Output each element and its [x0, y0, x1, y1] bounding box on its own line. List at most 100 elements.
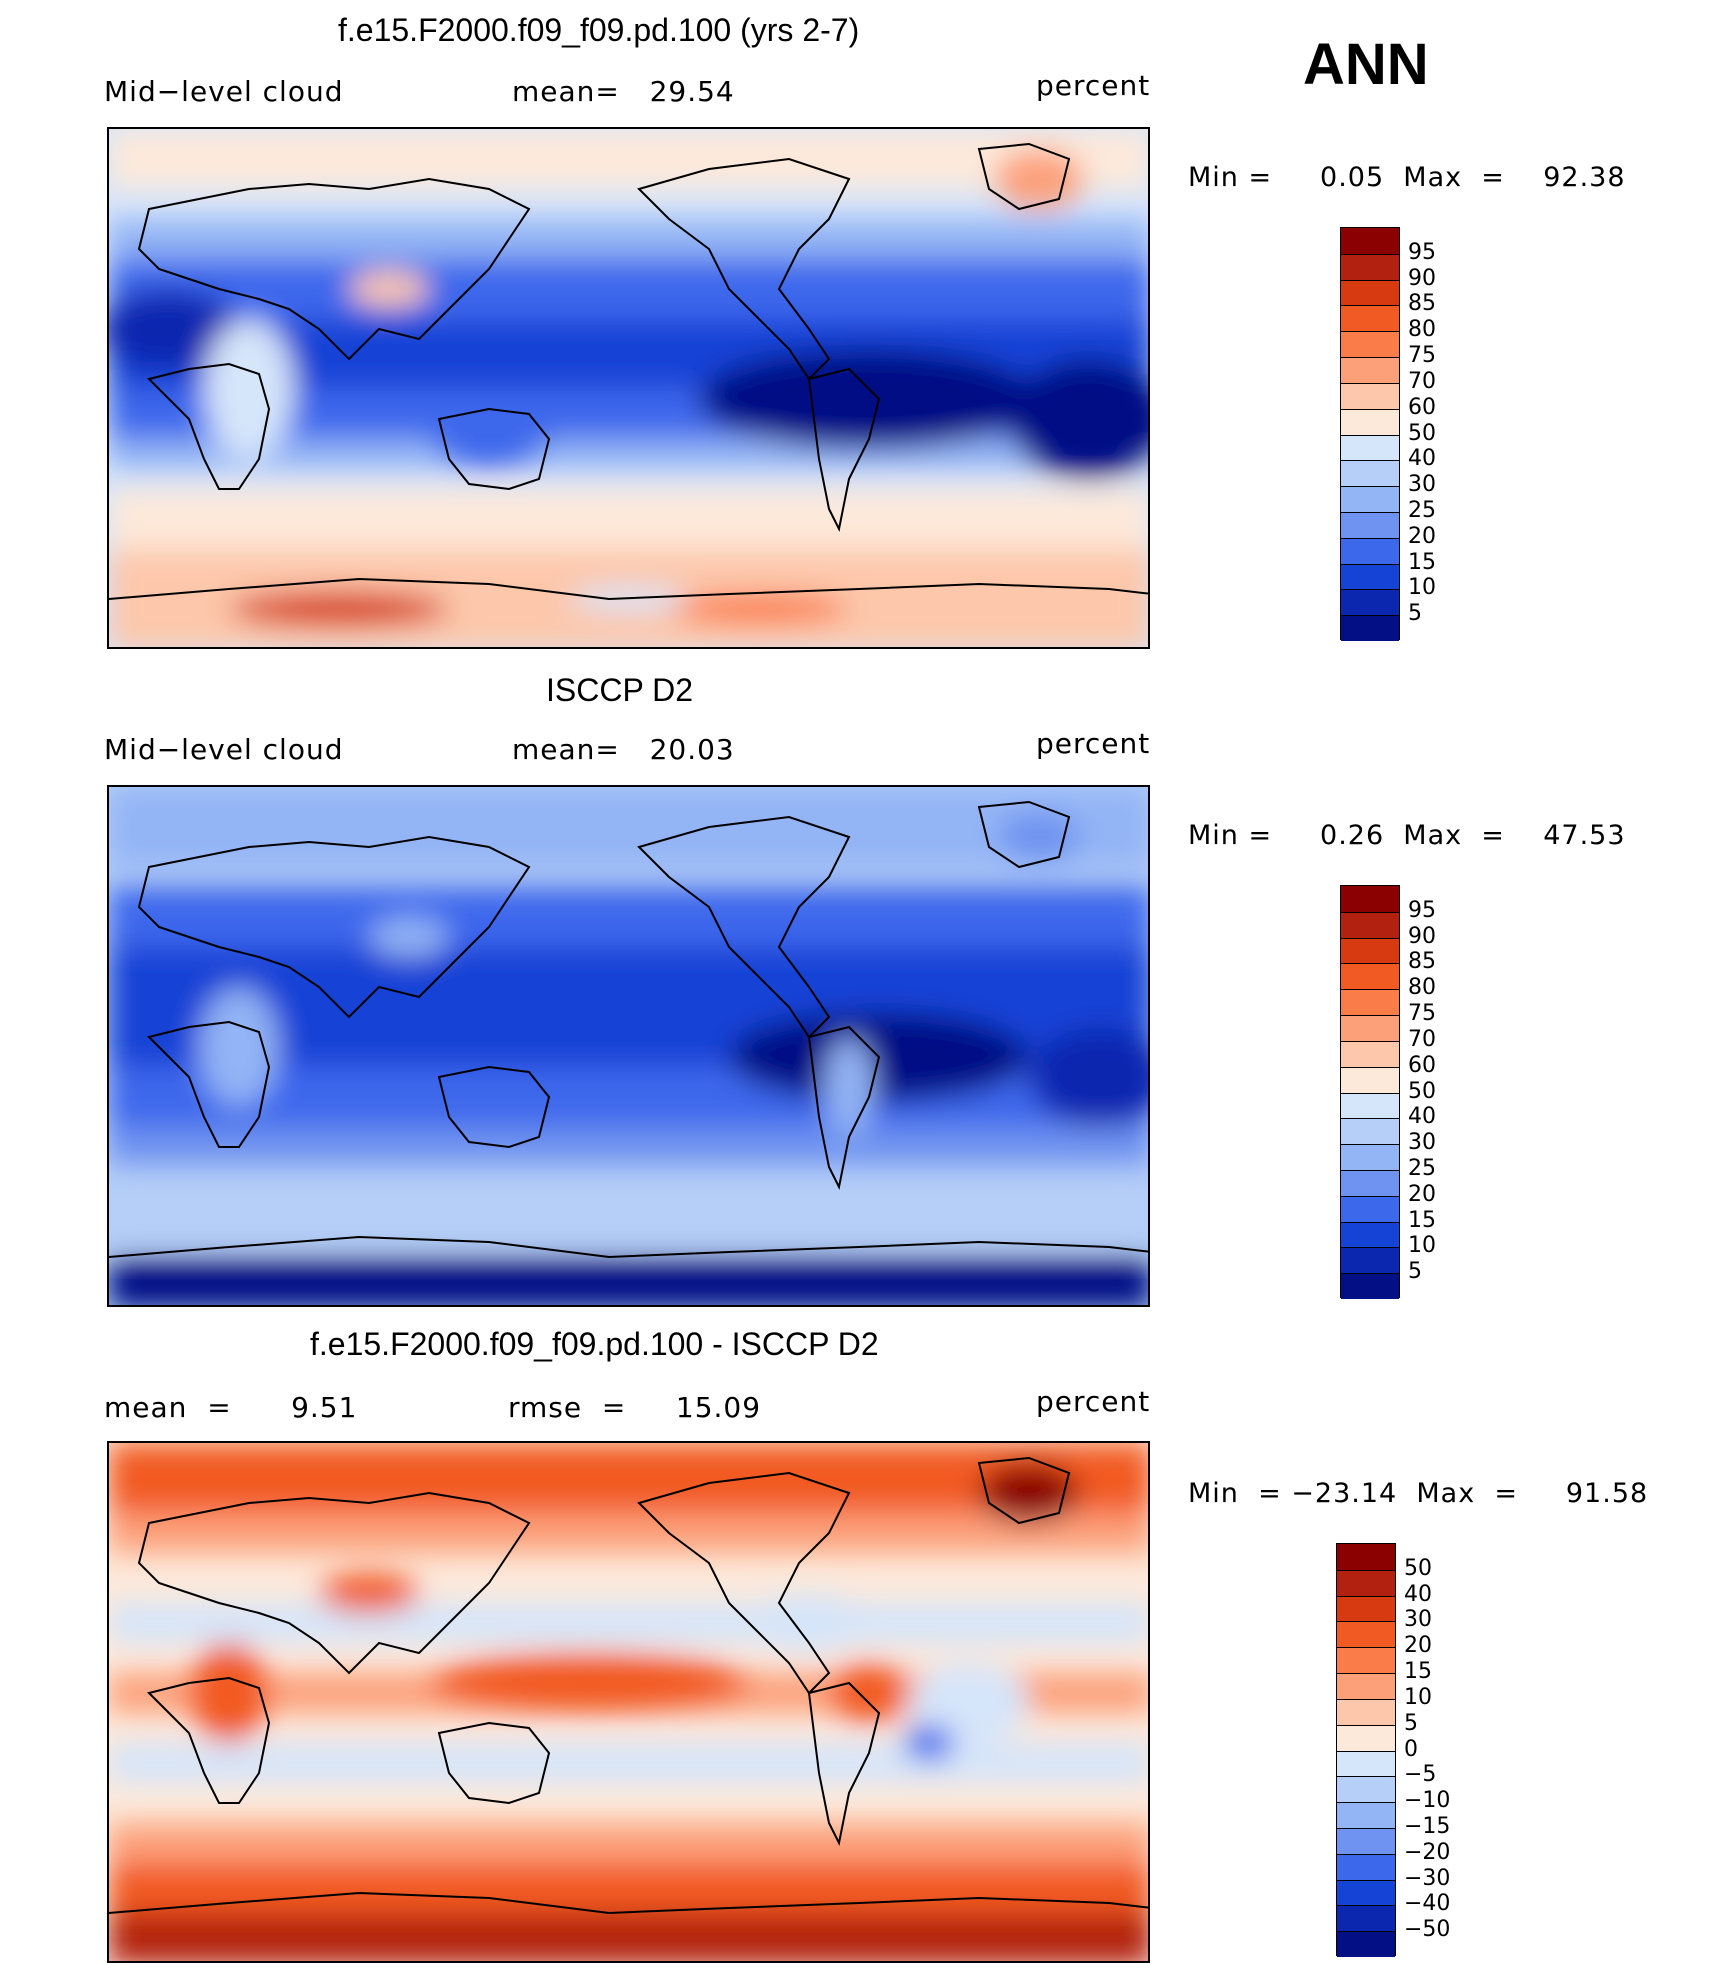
colorbar-tick-label: 80 — [1408, 317, 1436, 343]
panel-3-coastlines — [109, 1456, 1148, 1915]
colorbar-tick-label: 40 — [1408, 1104, 1436, 1130]
panel-1-minmax-label: Min = 0.05 Max = 92.38 — [1188, 162, 1626, 193]
colorbar-swatch — [1341, 1040, 1399, 1067]
colorbar-tick-label: 75 — [1408, 1001, 1436, 1027]
colorbar-swatch — [1341, 937, 1399, 964]
colorbar-swatch — [1341, 1247, 1399, 1274]
colorbar-swatch — [1341, 408, 1399, 435]
panel-1-colorbar-box — [1340, 227, 1400, 641]
colorbar-tick-label: 15 — [1408, 549, 1436, 575]
colorbar-swatch — [1341, 253, 1399, 280]
colorbar-tick-label: 90 — [1408, 923, 1436, 949]
colorbar-swatch — [1341, 537, 1399, 564]
colorbar-tick-label: 10 — [1404, 1684, 1432, 1710]
colorbar-swatch — [1337, 1647, 1395, 1674]
colorbar-swatch — [1337, 1827, 1395, 1854]
colorbar-tick-label: 95 — [1408, 897, 1436, 923]
colorbar-tick-label: 5 — [1408, 1259, 1422, 1285]
panel-2-colorbar-box — [1340, 885, 1400, 1299]
colorbar-swatch — [1341, 963, 1399, 990]
panel-1-map — [107, 127, 1150, 649]
panel-3-contour-field — [109, 1443, 1148, 1961]
colorbar-swatch — [1341, 460, 1399, 487]
colorbar-swatch — [1337, 1698, 1395, 1725]
colorbar-tick-label: 85 — [1408, 291, 1436, 317]
panel-1-title: f.e15.F2000.f09_f09.pd.100 (yrs 2-7) — [338, 12, 860, 48]
colorbar-tick-label: 10 — [1408, 575, 1436, 601]
colorbar-tick-label: 25 — [1408, 1155, 1436, 1181]
colorbar-swatch — [1341, 357, 1399, 383]
colorbar-tick-label: 10 — [1408, 1233, 1436, 1259]
colorbar-swatch — [1341, 1221, 1399, 1248]
panel-3-map — [107, 1441, 1150, 1963]
panel-2-map — [107, 785, 1150, 1307]
colorbar-swatch — [1337, 1853, 1395, 1880]
colorbar-tick-label: 80 — [1408, 975, 1436, 1001]
colorbar-swatch — [1341, 1169, 1399, 1196]
colorbar-swatch — [1337, 1879, 1395, 1906]
colorbar-swatch — [1341, 589, 1399, 616]
colorbar-tick-label: 30 — [1408, 1130, 1436, 1156]
colorbar-swatch — [1337, 1621, 1395, 1648]
panel-3-minmax-label: Min = −23.14 Max = 91.58 — [1188, 1478, 1649, 1509]
colorbar-tick-label: 5 — [1404, 1710, 1418, 1736]
colorbar-tick-label: 85 — [1408, 949, 1436, 975]
panel-2-contour-field — [109, 787, 1148, 1305]
colorbar-swatch — [1341, 1092, 1399, 1119]
colorbar-tick-label: 20 — [1408, 1181, 1436, 1207]
colorbar-tick-label: 60 — [1408, 1052, 1436, 1078]
colorbar-swatch — [1337, 1595, 1395, 1622]
colorbar-swatch — [1341, 434, 1399, 461]
colorbar-swatch — [1341, 563, 1399, 590]
colorbar-tick-label: 50 — [1404, 1555, 1432, 1581]
colorbar-tick-label: 20 — [1404, 1633, 1432, 1659]
panel-2-colorbar: 95 90 85 80 75 70 60 50 40 30 25 20 15 10 5 — [1340, 885, 1436, 1299]
colorbar-swatch — [1337, 1931, 1395, 1957]
panel-1-units-label: percent — [1036, 69, 1151, 102]
colorbar-swatch — [1341, 615, 1399, 641]
colorbar-swatch — [1337, 1673, 1395, 1699]
colorbar-tick-label: −20 — [1404, 1839, 1451, 1865]
panel-3-mean-label: mean = 9.51 — [104, 1391, 358, 1424]
colorbar-tick-label: 75 — [1408, 343, 1436, 369]
colorbar-swatch — [1337, 1802, 1395, 1828]
colorbar-tick-label: 95 — [1408, 239, 1436, 265]
season-label: ANN — [1303, 32, 1429, 97]
colorbar-tick-label: 50 — [1408, 1078, 1436, 1104]
colorbar-tick-label: 40 — [1404, 1581, 1432, 1607]
colorbar-tick-label: −10 — [1404, 1788, 1451, 1814]
panel-2-minmax-label: Min = 0.26 Max = 47.53 — [1188, 820, 1626, 851]
colorbar-swatch — [1341, 331, 1399, 358]
colorbar-swatch — [1337, 1750, 1395, 1777]
colorbar-swatch — [1341, 1015, 1399, 1041]
panel-1-colorbar: 95 90 85 80 75 70 60 50 40 30 25 20 15 10 5 — [1340, 227, 1436, 641]
colorbar-tick-label: 5 — [1408, 601, 1422, 627]
colorbar-tick-label: −15 — [1404, 1813, 1451, 1839]
colorbar-tick-label: 70 — [1408, 1026, 1436, 1052]
colorbar-swatch — [1341, 1273, 1399, 1299]
colorbar-tick-label: 15 — [1404, 1659, 1432, 1685]
colorbar-tick-label: 70 — [1408, 368, 1436, 394]
colorbar-swatch — [1341, 511, 1399, 538]
colorbar-tick-label: 15 — [1408, 1207, 1436, 1233]
colorbar-swatch — [1337, 1776, 1395, 1803]
colorbar-swatch — [1341, 1066, 1399, 1093]
colorbar-tick-label: 60 — [1408, 394, 1436, 420]
colorbar-swatch — [1341, 228, 1399, 254]
colorbar-swatch — [1341, 886, 1399, 912]
panel-3-units-label: percent — [1036, 1385, 1151, 1418]
colorbar-tick-label: 25 — [1408, 497, 1436, 523]
colorbar-tick-label: 90 — [1408, 265, 1436, 291]
colorbar-swatch — [1341, 1144, 1399, 1170]
panel-3-colorbar-box — [1336, 1543, 1396, 1957]
colorbar-tick-label: 30 — [1408, 472, 1436, 498]
colorbar-swatch — [1337, 1569, 1395, 1596]
panel-2-title: ISCCP D2 — [546, 672, 694, 708]
panel-1-mean-label: mean= 29.54 — [512, 75, 735, 108]
panel-2-mean-label: mean= 20.03 — [512, 733, 735, 766]
colorbar-swatch — [1341, 1195, 1399, 1222]
colorbar-swatch — [1341, 382, 1399, 409]
colorbar-tick-label: 0 — [1404, 1736, 1418, 1762]
colorbar-swatch — [1341, 305, 1399, 332]
panel-1-variable-label: Mid−level cloud — [104, 75, 344, 108]
